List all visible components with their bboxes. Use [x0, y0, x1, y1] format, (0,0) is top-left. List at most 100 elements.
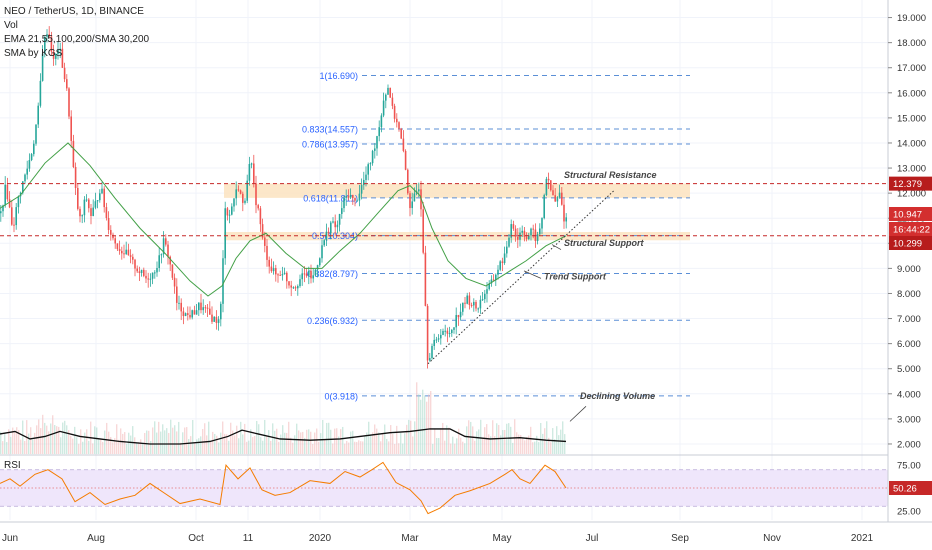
volume-bar — [0, 431, 2, 454]
volume-bar — [166, 428, 168, 454]
time-tick-label: 2020 — [309, 533, 332, 544]
candle-body — [268, 259, 270, 267]
rsi-value-text: 50.26 — [893, 484, 917, 495]
candle-body — [222, 258, 224, 304]
candle-body — [242, 193, 244, 203]
candle-body — [517, 236, 519, 240]
volume-bar — [342, 426, 344, 454]
candle-body — [261, 224, 264, 238]
volume-bar — [488, 434, 490, 454]
time-tick-label: Oct — [188, 533, 204, 544]
volume-bar — [372, 432, 374, 454]
candle-body — [235, 189, 237, 199]
volume-indicator-label[interactable]: Vol — [4, 20, 18, 31]
candle-body — [371, 150, 374, 164]
ema-indicator-label[interactable]: EMA 21,55,100,200/SMA 30,200 — [4, 34, 150, 45]
volume-bar — [432, 443, 434, 454]
volume-bar — [246, 441, 248, 454]
candle-body — [28, 160, 31, 169]
candle-body — [26, 168, 28, 175]
volume-bar — [362, 441, 364, 454]
candle-body — [118, 249, 121, 251]
volume-ma-line — [0, 428, 567, 445]
resistance-zone — [224, 183, 690, 198]
volume-bar — [14, 431, 16, 454]
candle-body — [149, 278, 152, 280]
ema-line — [0, 142, 567, 297]
volume-bar — [344, 443, 346, 454]
candle-body — [191, 310, 193, 318]
volume-bar — [474, 440, 476, 454]
candle-body — [396, 118, 398, 123]
volume-bar — [236, 425, 238, 454]
candle-body — [319, 258, 321, 266]
candle-body — [303, 273, 306, 275]
sma-indicator-label[interactable]: SMA by KGS — [4, 48, 63, 59]
candle-body — [35, 124, 37, 144]
candle-body — [220, 303, 222, 320]
rsi-indicator-label[interactable]: RSI — [4, 460, 21, 471]
candle-body — [301, 273, 303, 280]
volume-bar — [48, 431, 50, 454]
candle-body — [52, 51, 55, 59]
candle-body — [160, 254, 163, 256]
volume-bar — [482, 438, 484, 454]
volume-bar — [70, 435, 72, 454]
volume-bar — [322, 419, 324, 454]
volume-bar — [272, 423, 274, 454]
annotation-arrow — [569, 406, 587, 422]
candle-body — [440, 334, 442, 339]
volume-bar — [86, 429, 88, 454]
price-tick-label: 7.000 — [897, 314, 921, 325]
volume-bar — [368, 421, 370, 454]
candle-body — [451, 329, 453, 334]
volume-bar — [370, 435, 372, 454]
volume-bar — [192, 420, 194, 454]
candle-body — [125, 249, 127, 255]
volume-bar — [256, 420, 258, 454]
volume-bar — [208, 421, 210, 454]
volume-bar — [430, 391, 432, 454]
candle-body — [198, 302, 200, 311]
candle-body — [176, 286, 178, 303]
candle-body — [169, 256, 171, 265]
candle-body — [545, 178, 548, 196]
rsi-line — [0, 461, 567, 515]
volume-bar — [466, 426, 468, 454]
candle-body — [455, 315, 457, 328]
candle-body — [151, 272, 154, 279]
volume-bar — [286, 432, 288, 454]
volume-bar — [266, 435, 268, 454]
annotation-structural-resistance: Structural Resistance — [564, 170, 657, 180]
candle-body — [550, 180, 552, 191]
volume-bar — [380, 441, 382, 454]
candle-body — [352, 194, 354, 198]
candle-body — [81, 215, 83, 217]
volume-bar — [204, 423, 206, 454]
candle-body — [543, 195, 545, 219]
candle-body — [259, 208, 262, 225]
volume-bar — [480, 419, 482, 454]
volume-bar — [164, 430, 166, 454]
candle-body — [195, 310, 198, 315]
volume-bar — [126, 443, 128, 454]
annotation-structural-support: Structural Support — [564, 238, 645, 248]
volume-bar — [452, 436, 454, 454]
candle-body — [272, 268, 275, 272]
candle-body — [107, 217, 110, 230]
volume-bar — [248, 440, 250, 454]
candle-body — [116, 243, 119, 250]
fib-level-label: 0.236(6.932) — [307, 316, 358, 326]
volume-bar — [364, 436, 366, 454]
volume-bar — [74, 426, 76, 454]
symbol-title[interactable]: NEO / TetherUS, 1D, BINANCE — [4, 6, 144, 17]
volume-bar — [512, 442, 514, 454]
volume-bar — [178, 421, 180, 454]
candle-body — [154, 272, 156, 274]
volume-bar — [420, 399, 422, 454]
volume-bar — [172, 427, 174, 454]
volume-bar — [116, 424, 118, 454]
volume-bar — [444, 440, 446, 454]
fib-level-label: 0.618(11.811) — [303, 193, 358, 203]
